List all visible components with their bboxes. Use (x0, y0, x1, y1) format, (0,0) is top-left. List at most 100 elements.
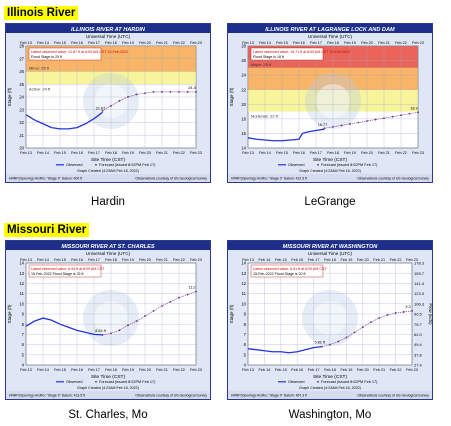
y-tick-label: 24 (241, 73, 246, 78)
y2-tick-label: 75.7 (414, 322, 423, 327)
forecast-point (161, 304, 163, 307)
forecast-value-label: 24.4 (188, 86, 195, 90)
forecast-point (101, 334, 104, 336)
title-bar (228, 241, 432, 250)
y-tick-label: 14 (241, 146, 246, 151)
hydrograph-hardin: ILLINOIS RIVER AT HARDIN Universal Time (… (5, 23, 211, 183)
flood-label: Moderate: 22 ft (251, 114, 279, 119)
x-tick-label: Feb 16 (71, 151, 83, 155)
top-axis-label: Universal Time (UTC) (308, 251, 353, 256)
annotation-text: Latest observed value: 5.81 ft at 8:00 A… (253, 267, 327, 271)
x-tick-label: Feb 17 (308, 368, 320, 372)
annotation-text: 15-Feb-2022 Flood Stage is 25 ft (31, 272, 84, 276)
y-tick-label: 6 (22, 342, 25, 347)
observations-credit: Observations courtesy of US Geological S… (357, 394, 429, 398)
y-tick-label: 26 (241, 58, 246, 63)
top-tick-label: Feb 21 (156, 258, 168, 262)
top-tick-label: Feb 19 (122, 41, 134, 45)
top-tick-label: Feb 18 (105, 41, 117, 45)
legend-forecast: Forecast (issued 8:02PM Feb 17) (99, 380, 156, 384)
y-tick-label: 23 (19, 107, 24, 112)
forecast-point (178, 296, 180, 299)
hydrograph-washington: MISSOURI RIVER AT WASHINGTON Universal Ti… (227, 240, 433, 400)
x-tick-label: Feb 16 (293, 151, 305, 155)
top-tick-label: Feb 23 (406, 258, 418, 262)
x-tick-label: Feb 17 (88, 368, 100, 372)
forecast-point (127, 324, 129, 327)
x-tick-label: Feb 20 (139, 151, 151, 155)
top-tick-label: Feb 16 (71, 258, 83, 262)
top-tick-label: Feb 19 (340, 258, 352, 262)
x-tick-label: Feb 22 (395, 151, 407, 155)
y2-tick-label: 62.0 (414, 332, 423, 337)
forecast-point (152, 310, 155, 312)
forecast-point (178, 91, 180, 93)
observations-credit: Observations courtesy of US Geological S… (135, 177, 207, 181)
top-tick-label: Feb 21 (156, 41, 168, 45)
forecast-value-label: 18.9 (410, 106, 417, 110)
x-tick-label: Feb 18 (105, 368, 117, 372)
annotation-text: Flood Stage is 25 ft (31, 55, 62, 59)
x-tick-label: Feb 21 (378, 151, 390, 155)
y-axis-label: Stage (ft) (7, 304, 12, 323)
legend-observed: Observed (66, 163, 82, 167)
forecast-point (394, 312, 397, 314)
x-axis-label: Site Time (CST) (313, 374, 348, 380)
top-tick-label: Feb 17 (310, 41, 322, 45)
annotation-box (250, 47, 324, 61)
x-tick-label: Feb 16 (291, 368, 303, 372)
y2-tick-label: 49.4 (414, 342, 423, 347)
annotation-text: 15-Feb-2022 Flood Stage is 20 ft (253, 272, 306, 276)
top-tick-label: Feb 18 (327, 41, 339, 45)
legend-forecast: Forecast (issued 8:02PM Feb 17) (99, 163, 156, 167)
top-tick-label: Feb 15 (54, 41, 66, 45)
datum-text: HRRP(Opening) HGRG; "Stage 0" Datum: 400… (9, 177, 82, 181)
x-tick-label: Feb 23 (190, 151, 202, 155)
y-tick-label: 10 (241, 301, 246, 306)
x-tick-label: Feb 20 (139, 368, 151, 372)
top-tick-label: Feb 16 (71, 41, 83, 45)
observed-value-label: 8.64 ft (95, 329, 106, 333)
graph-created-text: Graph Created (4:23AM Feb 18, 2022) (77, 386, 139, 390)
forecast-point (353, 331, 356, 334)
x-axis-label: Site Time (CST) (91, 157, 126, 163)
graph-created-text: Graph Created (4:23AM Feb 18, 2022) (77, 169, 139, 173)
x-tick-label: Feb 15 (54, 368, 66, 372)
forecast-value-label: 9.3 (405, 305, 410, 309)
legend-forecast-swatch (317, 163, 319, 166)
forecast-point (411, 310, 413, 312)
y-tick-label: 20 (19, 146, 24, 151)
forecast-point (323, 127, 326, 130)
legend-forecast-swatch (95, 380, 97, 383)
x-tick-label: Feb 23 (190, 368, 202, 372)
observed-value-label: 21.87 (96, 106, 106, 110)
forecast-point (417, 111, 419, 114)
top-tick-label: Feb 14 (259, 41, 271, 45)
forecast-point (320, 345, 323, 348)
forecast-point (135, 93, 138, 96)
forecast-point (400, 114, 402, 117)
top-tick-label: Feb 14 (37, 258, 49, 262)
top-tick-label: Feb 23 (190, 41, 202, 45)
top-tick-label: Feb 13 (242, 41, 254, 45)
top-tick-label: Feb 18 (105, 258, 117, 262)
x-tick-label: Feb 16 (71, 368, 83, 372)
forecast-point (195, 91, 197, 93)
y2-tick-label: 90.5 (414, 312, 423, 317)
legend-forecast: Forecast (issued 8:02PM Feb 17) (321, 163, 378, 167)
x-tick-label: Feb 19 (122, 368, 134, 372)
observed-series (247, 345, 322, 354)
y-tick-label: 24 (19, 95, 24, 100)
forecast-series (102, 291, 197, 336)
y-tick-label: 5 (244, 352, 247, 357)
top-tick-label: Feb 20 (139, 41, 151, 45)
x-tick-label: Feb 15 (275, 368, 287, 372)
x-tick-label: Feb 13 (242, 368, 254, 372)
x-tick-label: Feb 17 (310, 151, 322, 155)
x-tick-label: Feb 15 (54, 151, 66, 155)
y-tick-label: 4 (22, 363, 25, 368)
x-tick-label: Feb 21 (156, 151, 168, 155)
x-tick-label: Feb 14 (37, 151, 49, 155)
chart-title: ILLINOIS RIVER AT HARDIN (71, 27, 146, 33)
